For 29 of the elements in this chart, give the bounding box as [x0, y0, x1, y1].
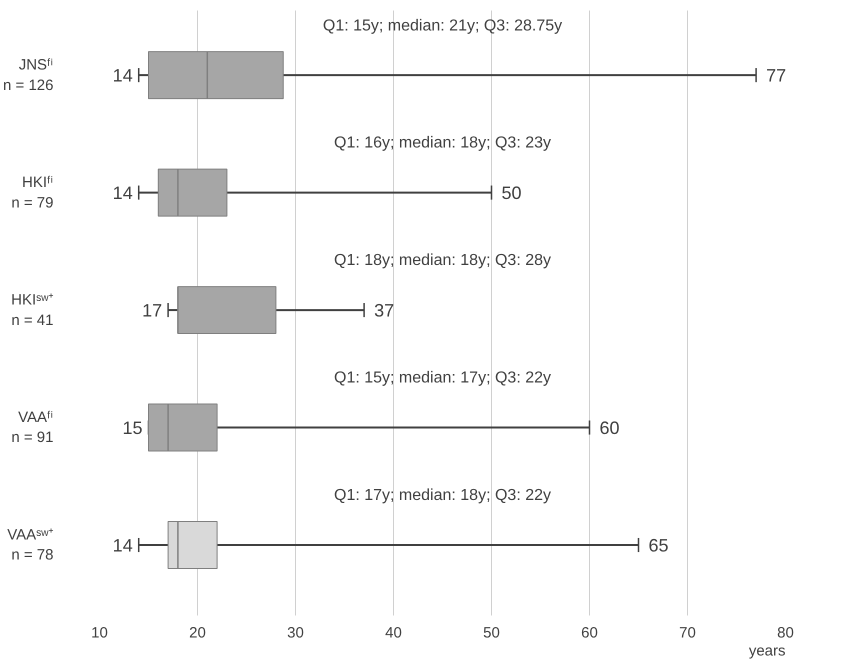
y-tick-label: HKIᶠⁱ n = 79	[11, 174, 54, 212]
y-tick-label: VAAᶠⁱ n = 91	[11, 408, 54, 446]
annotation: Q1: 18y; median: 18y; Q3: 28y	[334, 252, 552, 270]
annotation: 50	[502, 183, 522, 204]
x-tick-label: 20	[189, 624, 206, 642]
x-axis-title: years	[748, 642, 786, 659]
annotation: 17	[142, 300, 162, 321]
x-tick-label: 70	[679, 624, 696, 642]
annotation: 14	[112, 536, 133, 556]
annotation: 37	[374, 300, 394, 321]
annotation: Q1: 15y; median: 17y; Q3: 22y	[334, 370, 552, 387]
annotation: 14	[112, 183, 133, 204]
x-tick-label: 80	[777, 624, 794, 642]
annotation: 15	[122, 418, 143, 438]
annotation: 65	[648, 536, 669, 556]
x-tick-label: 30	[287, 624, 304, 642]
x-tick-label: 40	[385, 624, 402, 642]
x-tick-label: 10	[91, 624, 108, 642]
annotation: Q1: 15y; median: 21y; Q3: 28.75y	[322, 17, 562, 34]
annotation: Q1: 17y; median: 18y; Q3: 22y	[334, 487, 552, 504]
y-tick-label: VAAˢʷ⁺ n = 78	[7, 526, 54, 564]
annotation: 60	[600, 418, 620, 438]
annotation: 14	[112, 66, 133, 86]
x-tick-label: 60	[581, 624, 598, 642]
x-tick-label: 50	[483, 624, 500, 642]
annotation: Q1: 16y; median: 18y; Q3: 23y	[334, 134, 552, 152]
annotation: 77	[766, 66, 786, 86]
y-tick-label: HKIˢʷ⁺ n = 41	[11, 291, 54, 329]
y-tick-label: JNSᶠⁱ n = 126	[3, 56, 54, 94]
